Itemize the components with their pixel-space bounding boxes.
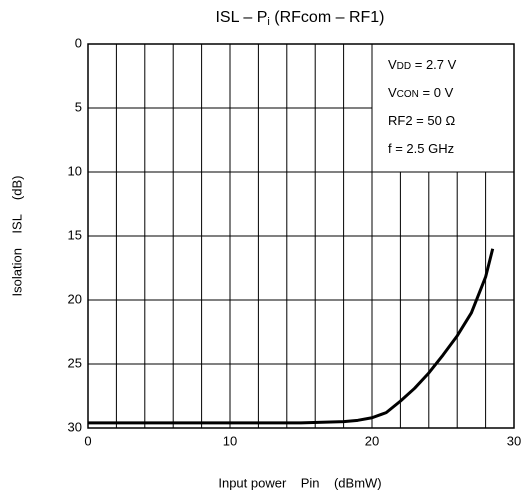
annotation-part: f = 2.5 GHz [388,141,454,156]
y-tick-label: 25 [68,355,82,370]
annotation-part: = 2.7 V [411,57,456,72]
y-tick-label: 10 [68,163,82,178]
y-axis-label: Isolation ISL (dB) [9,176,24,297]
line [88,248,495,425]
title-part: (RFcom – RF1) [270,9,385,26]
annotation-part: CON [397,89,419,100]
y-tick-label: 20 [68,291,82,306]
y-tick-label: 5 [75,99,82,114]
annotation-part: V [388,57,397,72]
chart-title: ISL – Pi (RFcom – RF1) [215,9,384,28]
x-tick-label: 10 [223,433,237,448]
x-tick-label: 30 [507,433,521,448]
annotation: RF2 = 50 Ω [388,113,455,128]
annotation: VCON = 0 V [388,85,454,100]
plot-frame [87,43,515,429]
x-tick-label: 0 [84,433,91,448]
annotation-part: = 0 V [419,85,454,100]
annotation: f = 2.5 GHz [388,141,454,156]
annotation-part: V [388,85,397,100]
y-tick-label: 15 [68,227,82,242]
annotation-part: RF2 = 50 Ω [388,113,455,128]
annotation-part: DD [397,61,411,72]
y-tick-label: 0 [75,35,82,50]
x-tick-label: 20 [365,433,379,448]
y-tick-label: 30 [68,419,82,434]
title-part: ISL – P [215,9,267,26]
annotation: VDD = 2.7 V [388,57,457,72]
x-axis-label: Input power Pin (dBmW) [218,475,381,490]
title-sub: i [267,16,269,28]
annotation-box [371,43,515,173]
